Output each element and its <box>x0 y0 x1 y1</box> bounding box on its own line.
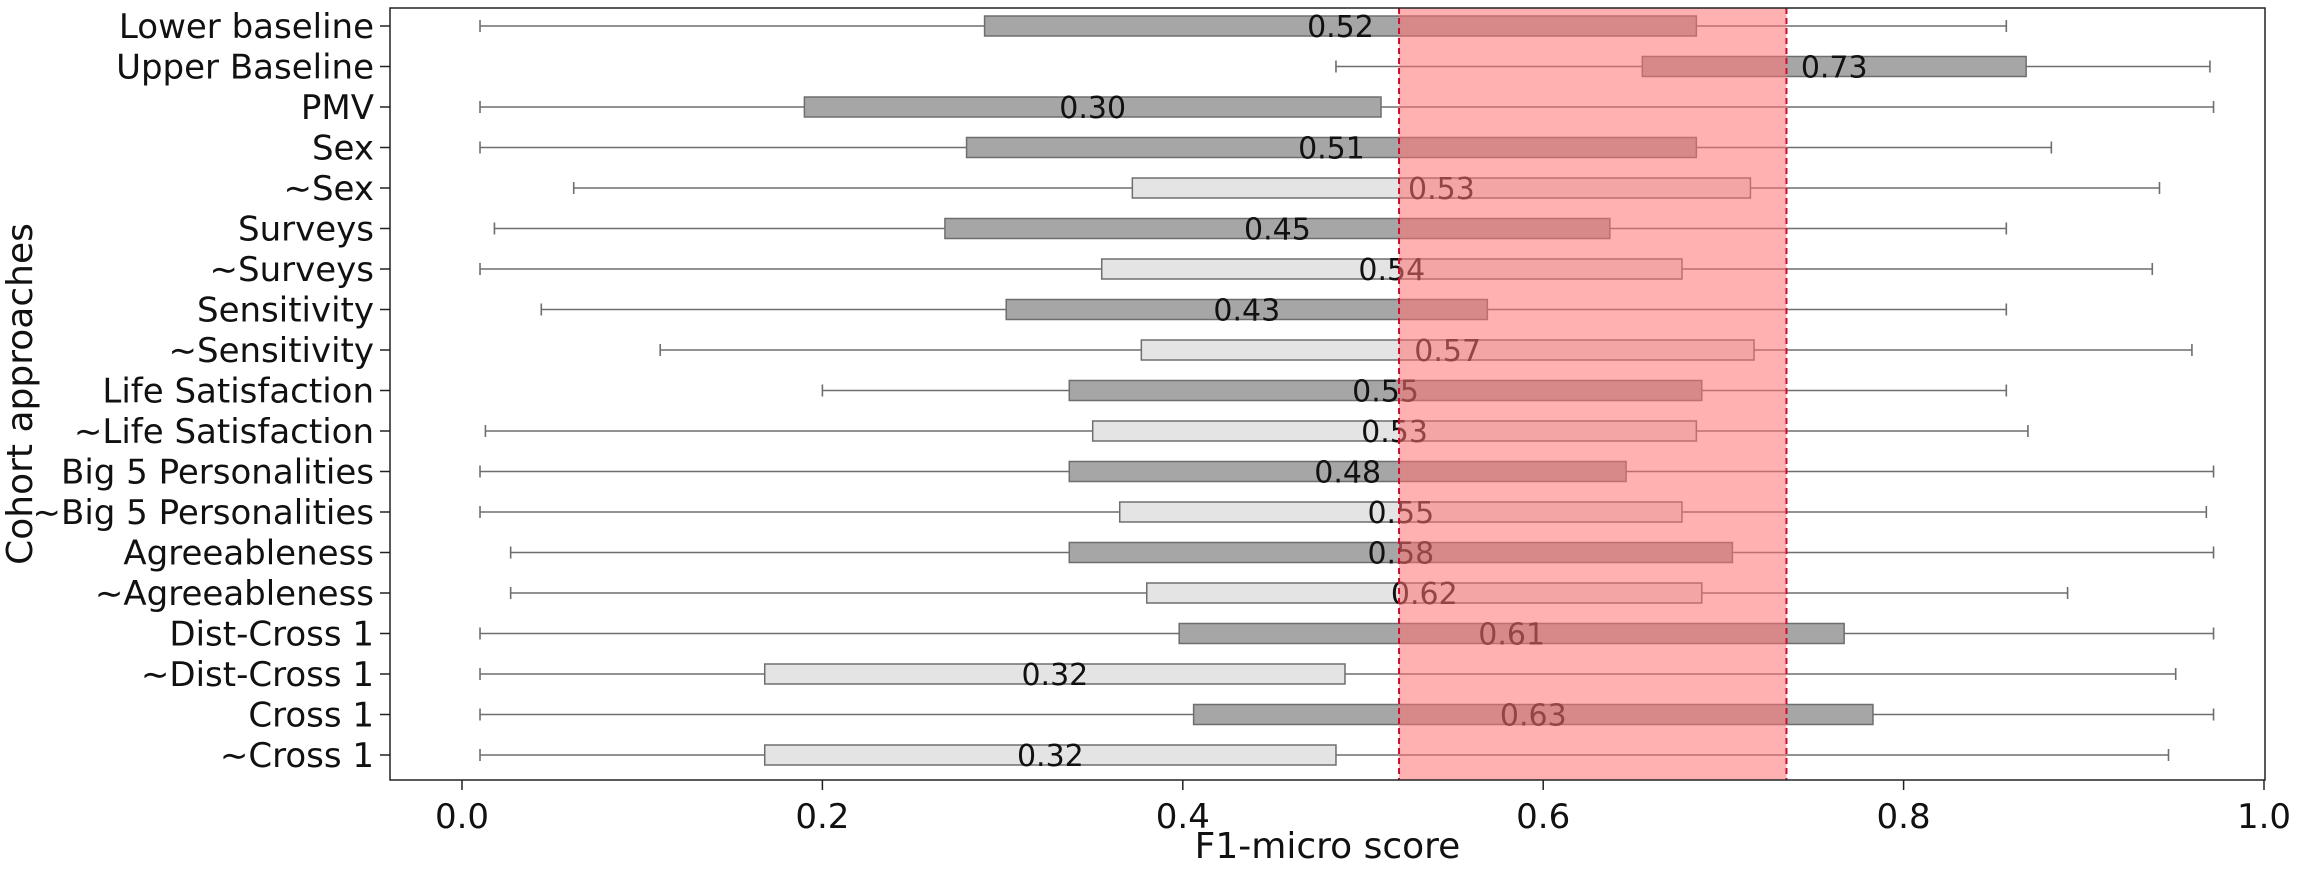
y-tick-label: ∼Dist-Cross 1 <box>141 655 374 695</box>
x-tick-label: 0.8 <box>1877 797 1931 837</box>
box-row: 0.51 <box>479 132 2053 167</box>
y-tick-label: Sensitivity <box>197 291 374 331</box>
box <box>763 744 1337 766</box>
y-tick-label: ∼Cross 1 <box>220 736 374 776</box>
highlight-band-layer <box>1399 8 1787 780</box>
box-row: 0.32 <box>479 658 2177 693</box>
box-row: 0.63 <box>479 699 2215 734</box>
x-axis-title: F1-micro score <box>1195 826 1461 867</box>
box-rows-layer: 0.520.730.300.510.530.450.540.430.570.55… <box>479 10 2215 774</box>
box-row: 0.62 <box>509 577 2069 612</box>
median-value-label: 0.51 <box>1298 132 1365 167</box>
box-row: 0.58 <box>509 537 2215 572</box>
y-tick-label: Agreeableness <box>123 534 374 574</box>
y-tick-label: Surveys <box>238 210 374 250</box>
y-tick-label: Upper Baseline <box>116 48 374 88</box>
y-tick-label: Dist-Cross 1 <box>169 615 374 655</box>
median-value-label: 0.52 <box>1307 10 1374 45</box>
highlight-band <box>1399 8 1787 780</box>
box-row: 0.55 <box>479 496 2208 531</box>
y-tick-label: ∼Big 5 Personalities <box>33 493 374 533</box>
y-tick-label: Cross 1 <box>248 696 374 736</box>
x-tick-label: 1.0 <box>2237 797 2291 837</box>
y-tick-label: ∼Life Satisfaction <box>74 412 374 452</box>
y-tick-label: Lower baseline <box>119 7 374 47</box>
plot-frame <box>389 7 2266 781</box>
x-tick-label: 0.0 <box>435 797 489 837</box>
median-value-label: 0.45 <box>1244 213 1311 248</box>
y-tick-label: ∼Sex <box>283 169 374 209</box>
box <box>763 663 1346 685</box>
y-tick-label: ∼Agreeableness <box>95 574 374 614</box>
y-tick-label: ∼Surveys <box>210 250 374 290</box>
box-row: 0.61 <box>479 618 2215 653</box>
box <box>803 96 1382 118</box>
band-boundary-layer <box>1398 8 1788 780</box>
median-value-label: 0.48 <box>1314 456 1381 491</box>
box-row: 0.30 <box>479 91 2215 126</box>
y-axis-title: Cohort approaches <box>0 223 41 565</box>
x-tick-label: 0.2 <box>795 797 849 837</box>
box-row: 0.32 <box>479 739 2170 774</box>
box-row: 0.53 <box>572 172 2161 207</box>
y-tick-label: Sex <box>312 129 374 169</box>
x-tick-label: 0.6 <box>1516 797 1570 837</box>
y-tick-label: ∼Sensitivity <box>169 331 375 371</box>
median-value-label: 0.30 <box>1059 91 1126 126</box>
box-row: 0.54 <box>479 253 2154 288</box>
median-value-label: 0.73 <box>1801 51 1868 86</box>
median-value-label: 0.32 <box>1017 739 1084 774</box>
box-row: 0.53 <box>484 415 2029 450</box>
median-value-label: 0.32 <box>1021 658 1088 693</box>
y-tick-label: Big 5 Personalities <box>61 453 374 493</box>
x-tick-label: 0.4 <box>1156 797 1210 837</box>
median-value-label: 0.43 <box>1213 294 1280 329</box>
y-tick-label: PMV <box>301 88 374 128</box>
box-row: 0.48 <box>479 456 2215 491</box>
y-tick-label: Life Satisfaction <box>102 372 374 412</box>
